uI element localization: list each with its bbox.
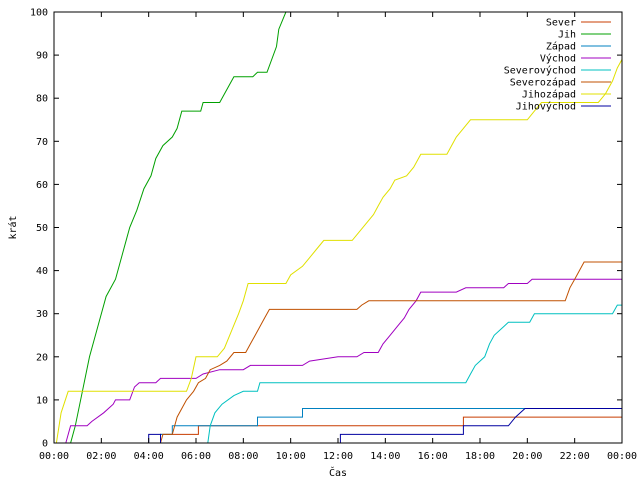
y-axis-title: krát [7, 215, 19, 239]
y-tick-label: 90 [36, 51, 48, 62]
legend-label: Jih [558, 30, 576, 41]
x-tick-label: 12:00 [323, 451, 353, 462]
x-tick-label: 18:00 [465, 451, 495, 462]
y-tick-label: 100 [30, 8, 48, 19]
y-tick-label: 0 [42, 439, 48, 450]
axis-layer: 0 10 20 30 40 50 60 70 80 90 100 00:00 02:00 04:00 06:… [30, 8, 637, 463]
legend-label: Jihovýchod [516, 101, 576, 113]
series-line-3 [65, 278, 622, 443]
legend-label: Severozápad [510, 77, 576, 89]
x-tick-label: 02:00 [86, 451, 116, 462]
y-tick-label: 50 [36, 223, 48, 234]
x-tick-label: 10:00 [276, 451, 306, 462]
legend: SeverJihZápadVýchodSeverovýchodSeverozáp… [504, 18, 611, 113]
series-layer [55, 12, 622, 443]
x-tick-label: 00:00 [39, 451, 69, 462]
series-line-6 [55, 59, 622, 443]
x-tick-label: 00:00 [607, 451, 637, 462]
x-tick-label: 06:00 [181, 451, 211, 462]
legend-label: Jihozápad [522, 89, 576, 101]
y-tick-label: 20 [36, 352, 48, 363]
y-tick-label: 10 [36, 395, 48, 406]
y-tick-label: 80 [36, 94, 48, 105]
x-axis-title: Čas [329, 466, 347, 479]
legend-label: Sever [546, 18, 576, 29]
y-tick-label: 60 [36, 180, 48, 191]
series-line-7 [148, 408, 622, 443]
x-tick-label: 16:00 [418, 451, 448, 462]
y-tick-label: 30 [36, 309, 48, 320]
y-tick-label: 40 [36, 266, 48, 277]
x-tick-label: 22:00 [560, 451, 590, 462]
x-tick-label: 04:00 [134, 451, 164, 462]
legend-label: Východ [540, 53, 576, 65]
legend-label: Severovýchod [504, 65, 576, 77]
x-tick-label: 20:00 [512, 451, 542, 462]
legend-label: Západ [546, 41, 576, 53]
x-tick-label: 08:00 [228, 451, 258, 462]
series-line-1 [70, 12, 287, 443]
series-line-5 [160, 261, 622, 443]
x-tick-label: 14:00 [370, 451, 400, 462]
y-tick-label: 70 [36, 137, 48, 148]
series-line-4 [207, 304, 622, 443]
